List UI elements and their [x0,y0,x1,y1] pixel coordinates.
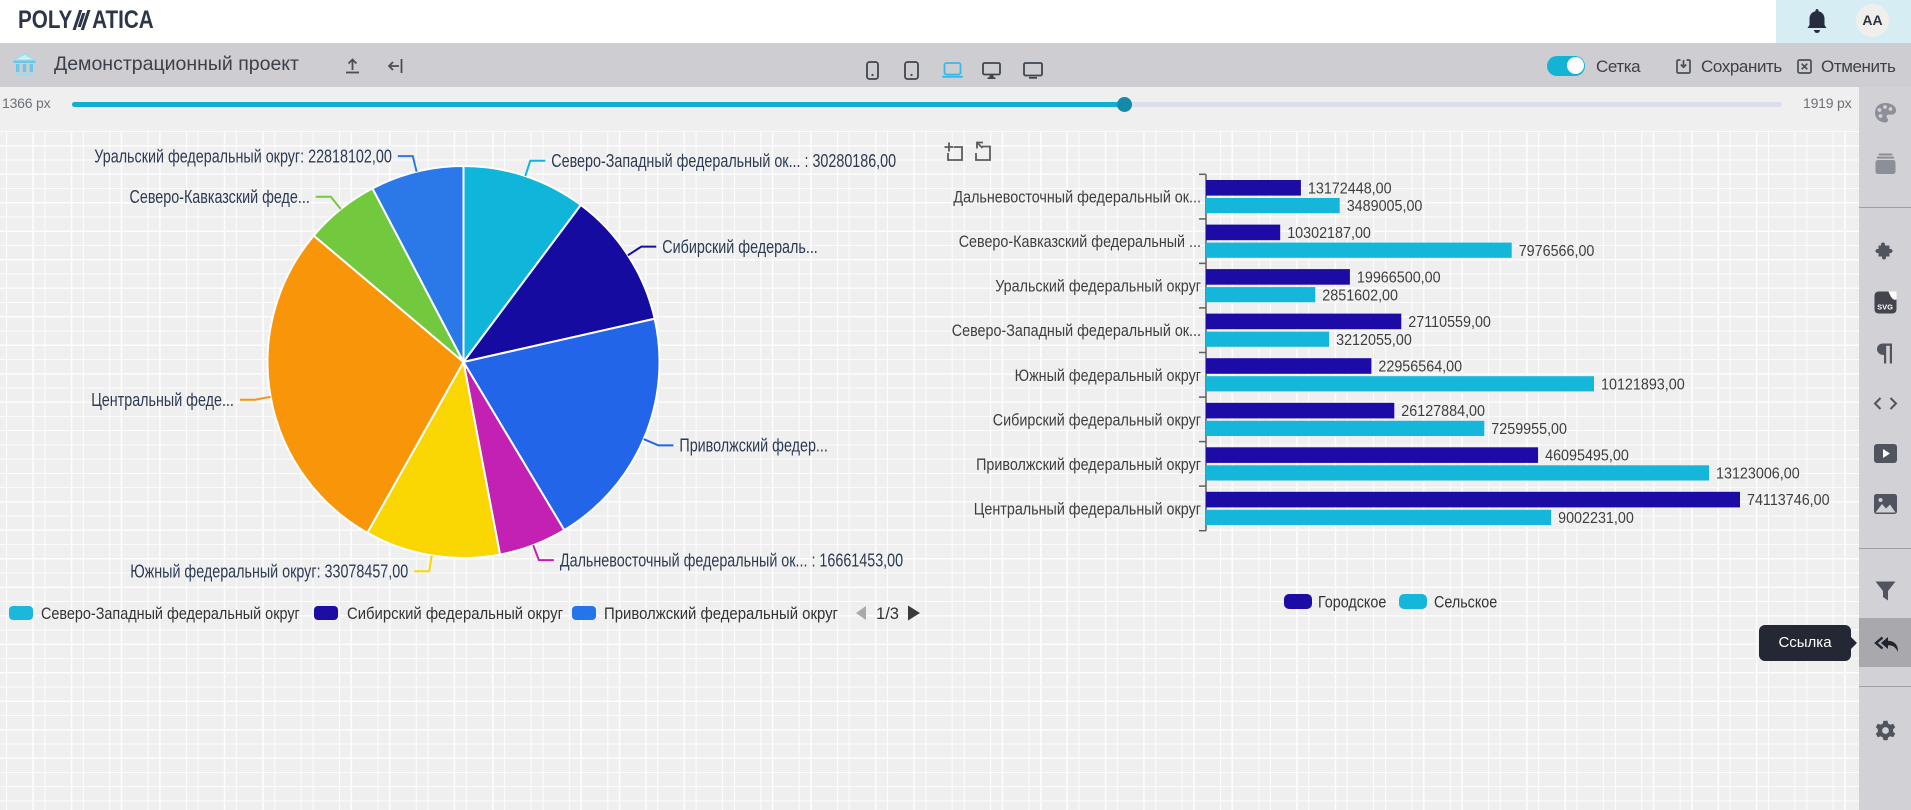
svg-text:Центральный феде...: Центральный феде... [91,390,234,410]
svg-text:Приволжский федеральный округ: Приволжский федеральный округ [976,455,1201,474]
svg-text:27110559,00: 27110559,00 [1408,314,1491,331]
svg-text:Северо-Кавказский федеральный: Северо-Кавказский федеральный ... [959,232,1201,251]
svg-text:Южный федеральный округ: 33078: Южный федеральный округ: 33078457,00 [130,562,408,582]
svg-text:Уральский федеральный округ: 2: Уральский федеральный округ: 22818102,00 [94,146,392,166]
svg-text:Северо-Западный федеральный ок: Северо-Западный федеральный округ [41,604,300,623]
svg-text:Сибирский федеральный округ: Сибирский федеральный округ [347,604,563,623]
svg-text:26127884,00: 26127884,00 [1401,403,1485,420]
svg-text:3489005,00: 3489005,00 [1347,198,1423,215]
svg-text:Южный федеральный округ: Южный федеральный округ [1015,366,1201,385]
svg-text:Сельское: Сельское [1434,593,1497,612]
svg-text:Сибирский федераль...: Сибирский федераль... [662,237,818,257]
svg-text:Приволжский федеральный округ: Приволжский федеральный округ [604,604,838,623]
svg-text:Приволжский федер...: Приволжский федер... [679,436,828,456]
svg-text:9002231,00: 9002231,00 [1558,510,1634,527]
svg-text:19966500,00: 19966500,00 [1357,270,1441,287]
svg-text:Сибирский федеральный округ: Сибирский федеральный округ [993,410,1201,429]
svg-text:13172448,00: 13172448,00 [1308,180,1392,197]
svg-text:Дальневосточный федеральный ок: Дальневосточный федеральный ок... : 1666… [560,550,903,570]
svg-text:Дальневосточный федеральный ок: Дальневосточный федеральный ок... [953,188,1201,207]
svg-text:SVG: SVG [1877,303,1893,312]
svg-text:1/3: 1/3 [876,604,899,623]
svg-text:Северо-Западный федеральный ок: Северо-Западный федеральный ок... : 3028… [551,151,896,171]
svg-text:2851602,00: 2851602,00 [1322,287,1398,304]
svg-text:Центральный федеральный округ: Центральный федеральный округ [974,499,1201,518]
svg-text:Северо-Западный федеральный ок: Северо-Западный федеральный ок... [952,321,1201,340]
svg-text:3212055,00: 3212055,00 [1336,332,1412,349]
svg-text:7976566,00: 7976566,00 [1519,243,1595,260]
svg-text:13123006,00: 13123006,00 [1716,466,1800,483]
svg-text:10302187,00: 10302187,00 [1287,225,1371,242]
svg-text:46095495,00: 46095495,00 [1545,448,1629,465]
svg-text:7259955,00: 7259955,00 [1491,421,1567,438]
svg-text:22956564,00: 22956564,00 [1378,359,1462,376]
svg-text:Уральский федеральный округ: Уральский федеральный округ [995,277,1201,296]
svg-text:Городское: Городское [1318,593,1386,612]
svg-text:74113746,00: 74113746,00 [1747,492,1830,509]
svg-text:Северо-Кавказский феде...: Северо-Кавказский феде... [130,187,310,207]
svg-text:10121893,00: 10121893,00 [1601,376,1685,393]
